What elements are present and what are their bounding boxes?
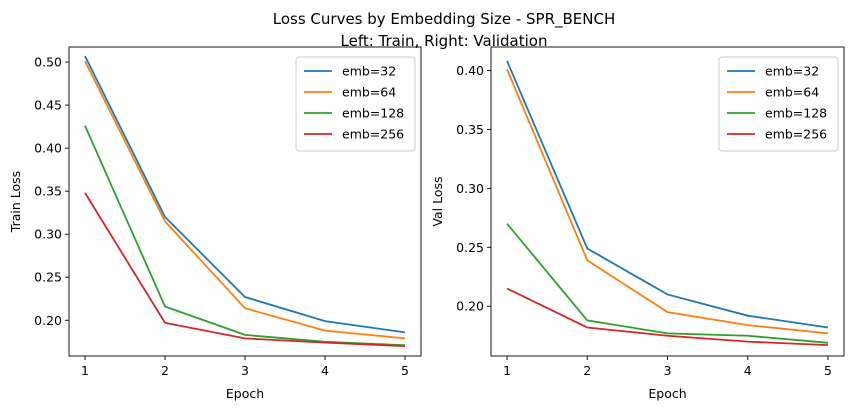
y-tick-label: 0.35: [456, 122, 484, 137]
x-axis-label: Epoch: [226, 386, 264, 401]
y-tick-label: 0.30: [34, 227, 62, 242]
y-tick-label: 0.25: [34, 270, 62, 285]
x-tick-label: 5: [401, 363, 409, 378]
y-axis-label: Train Loss: [8, 171, 23, 233]
legend-label: emb=32: [765, 64, 819, 79]
legend-box: [295, 56, 416, 152]
x-tick-label: 5: [824, 363, 832, 378]
legend: emb=32 emb=64 emb=128 emb=256: [718, 56, 839, 152]
x-tick-label: 2: [583, 363, 591, 378]
x-axis-label: Epoch: [648, 386, 686, 401]
x-tick-label: 2: [161, 363, 169, 378]
subplot-val: 1 2 3 4 5 0.20 0.25 0.30 0.35 0.40 Epoch Val Loss em…: [430, 46, 845, 401]
series-line-emb-128: [506, 223, 829, 344]
x-tick-label: 1: [503, 363, 511, 378]
figure-title-line1: Loss Curves by Embedding Size - SPR_BENC…: [273, 10, 616, 29]
legend-label: emb=256: [765, 127, 827, 142]
x-tick-label: 1: [81, 363, 89, 378]
y-tick-label: 0.20: [456, 299, 484, 314]
y-tick-label: 0.40: [456, 63, 484, 78]
series-line-emb-32: [84, 55, 406, 334]
y-tick-label: 0.35: [34, 184, 62, 199]
legend-label: emb=32: [342, 64, 396, 79]
series-line-emb-256: [506, 287, 828, 347]
series-line-emb-256: [84, 192, 406, 347]
series-line-emb-32: [506, 60, 829, 329]
y-tick-label: 0.50: [34, 55, 62, 70]
y-tick-label: 0.20: [34, 313, 62, 328]
legend-label: emb=64: [765, 85, 819, 100]
legend-label: emb=64: [342, 85, 396, 100]
series-line-emb-64: [506, 68, 829, 335]
y-axis-label: Val Loss: [430, 176, 445, 226]
figure-title-line2: Left: Train, Right: Validation: [341, 32, 548, 50]
legend-label: emb=256: [342, 127, 404, 142]
legend-label: emb=128: [342, 106, 404, 121]
y-tick-label: 0.30: [456, 181, 484, 196]
legend-label: emb=128: [765, 106, 827, 121]
y-tick-label: 0.25: [456, 240, 484, 255]
y-tick-label: 0.45: [34, 98, 62, 113]
y-tick-label: 0.40: [34, 141, 62, 156]
x-tick-label: 4: [321, 363, 329, 378]
x-tick-label: 3: [664, 363, 672, 378]
x-tick-label: 4: [744, 363, 752, 378]
x-tick-label: 3: [241, 363, 249, 378]
legend: emb=32 emb=64 emb=128 emb=256: [295, 56, 416, 152]
legend-box: [718, 56, 839, 152]
subplot-train: 1 2 3 4 5 0.20 0.25 0.30 0.35 0.40 0.45 0.50 Epoch Tr…: [8, 46, 422, 401]
series-line-emb-64: [84, 60, 406, 340]
